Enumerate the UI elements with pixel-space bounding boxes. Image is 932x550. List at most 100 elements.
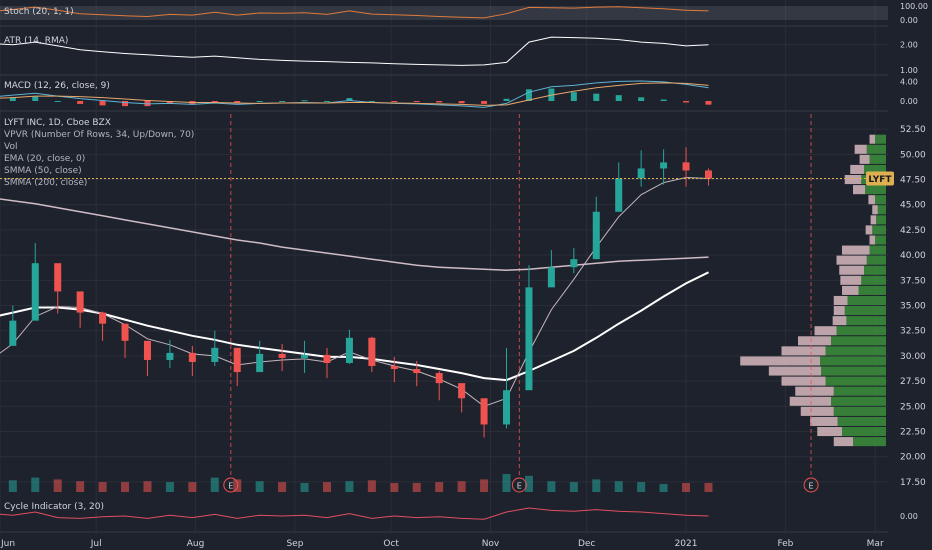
macd-histogram-bar	[54, 101, 61, 102]
volume-profile-up-bar	[825, 346, 886, 356]
candle-body	[660, 162, 668, 169]
volume-profile-up-bar	[837, 416, 886, 426]
macd-histogram-bar	[301, 100, 308, 102]
price-tick-label: 22.50	[900, 428, 926, 438]
volume-bar	[547, 481, 556, 492]
volume-profile-up-bar	[865, 185, 886, 195]
volume-profile-down-bar	[832, 316, 847, 326]
candle-body	[301, 354, 309, 358]
price-tick-label: 30.00	[900, 352, 926, 362]
smma200-label: SMMA (200, close)	[4, 178, 87, 188]
volume-profile-down-bar	[870, 215, 877, 225]
volume-profile-down-bar	[853, 185, 866, 195]
macd-histogram-bar	[705, 101, 712, 105]
candle-body	[54, 263, 62, 292]
atr-tick-label: 1.00	[900, 66, 918, 75]
x-tick-label: Nov	[482, 539, 500, 549]
price-tick-label: 42.50	[900, 226, 926, 236]
price-tick-label: 52.50	[900, 125, 926, 135]
volume-profile-up-bar	[820, 356, 886, 366]
volume-profile-down-bar	[865, 225, 873, 235]
macd-tick-label: 4.00	[900, 77, 918, 86]
earnings-marker	[803, 477, 819, 493]
volume-profile-down-bar	[840, 275, 862, 285]
volume-bar	[435, 482, 444, 492]
volume-profile-down-bar	[810, 416, 838, 426]
volume-profile-up-bar	[875, 235, 886, 245]
macd-histogram-bar	[638, 97, 645, 101]
price-tag	[866, 171, 894, 186]
macd-histogram-bar	[391, 101, 398, 102]
volume-profile-down-bar	[814, 326, 837, 336]
macd-histogram-bar	[525, 89, 532, 101]
candle-body	[547, 267, 555, 288]
x-tick-label: Jul	[90, 539, 102, 549]
earnings-marker-label: E	[228, 482, 233, 491]
volume-profile-down-bar	[795, 386, 834, 396]
volume-profile-down-bar	[869, 235, 875, 245]
x-tick-label: Mar	[867, 539, 884, 549]
macd-histogram-bar	[77, 101, 84, 104]
volume-profile-up-bar	[869, 245, 886, 255]
macd-histogram-bar	[346, 98, 353, 101]
volume-profile-down-bar	[850, 164, 864, 174]
volume-profile-down-bar	[800, 406, 834, 416]
stoch-tick-label: 0.00	[900, 16, 918, 25]
macd-signal-line	[0, 82, 709, 106]
volume-bar	[367, 480, 376, 492]
volume-bar	[412, 483, 421, 492]
volume-profile-up-bar	[876, 215, 886, 225]
candle-body	[480, 398, 488, 425]
candle-body	[121, 323, 129, 341]
volume-bar	[121, 482, 130, 492]
cycle-tick-label: 0.00	[900, 512, 918, 521]
macd-histogram-bar	[211, 101, 218, 102]
volume-profile-up-bar	[833, 406, 886, 416]
legend: Stoch (20, 1, 1) ATR (14, RMA) MACD (12,…	[4, 7, 194, 512]
earnings-marker-label: E	[809, 482, 814, 491]
candle-body	[413, 369, 421, 374]
atr-label: ATR (14, RMA)	[4, 36, 68, 46]
volume-profile-down-bar	[844, 174, 862, 185]
earnings-marker-label: E	[517, 482, 522, 491]
macd-histogram-bar	[481, 101, 488, 104]
volume-bar	[614, 481, 623, 492]
volume-bar	[592, 479, 601, 492]
x-tick-label: Feb	[777, 539, 793, 549]
cycle-label: Cycle Indicator (3, 20)	[4, 502, 104, 512]
volume-profile-down-bar	[798, 336, 831, 346]
stoch-label: Stoch (20, 1, 1)	[4, 7, 74, 17]
stoch-tick-label: 100.00	[900, 2, 928, 11]
candle-body	[615, 178, 623, 212]
macd-histogram-bar	[660, 99, 667, 101]
x-tick-label: Sep	[286, 539, 303, 549]
volume-bar	[188, 482, 197, 492]
volume-profile-up-bar	[853, 437, 886, 447]
price-tick-label: 50.00	[900, 150, 926, 160]
volume-profile-up-bar	[825, 376, 886, 386]
volume-bar	[569, 482, 578, 492]
volume-profile-up-bar	[866, 255, 886, 265]
macd-histogram-bar	[413, 101, 420, 102]
candle-body	[390, 366, 398, 370]
macd-histogram-bar	[32, 96, 39, 101]
volume-profile-down-bar	[839, 265, 864, 275]
candle-body	[592, 211, 600, 260]
volume-profile-down-bar	[859, 154, 870, 164]
price-tick-label: 25.00	[900, 402, 926, 412]
volume-bar	[31, 477, 40, 492]
earnings-marker	[511, 477, 527, 493]
volume-profile-down-bar	[789, 396, 831, 406]
volume-profile-up-bar	[872, 225, 886, 235]
macd-histogram-bar	[256, 101, 263, 102]
cycle-line	[0, 507, 709, 520]
stoch-line	[0, 6, 709, 19]
volume-bar	[53, 479, 62, 492]
volume-bar	[8, 480, 17, 492]
candle-body	[458, 383, 466, 399]
volume-profile	[740, 134, 886, 447]
volume-profile-up-bar	[842, 426, 886, 437]
price-tick-label: 20.00	[900, 453, 926, 463]
price-tick-label: 35.00	[900, 302, 926, 312]
x-tick-label: Dec	[578, 539, 595, 549]
